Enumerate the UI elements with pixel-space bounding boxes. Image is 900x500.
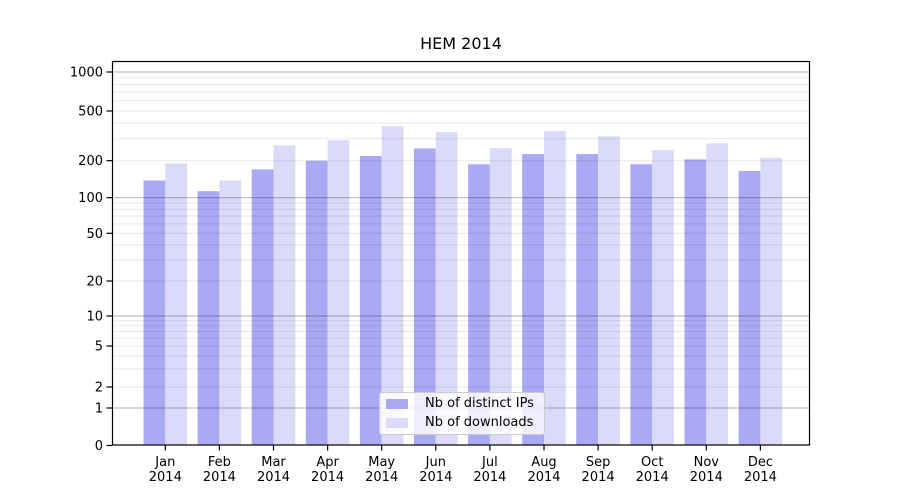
axes-spines — [111, 60, 811, 446]
bar-downloads-nov — [706, 143, 729, 446]
bar-distinct-ips-aug — [522, 154, 544, 446]
ytick-label-5: 5 — [95, 340, 103, 355]
xtick-label-month-apr: Apr — [316, 455, 339, 470]
xtick-label-month-sep: Sep — [586, 455, 611, 470]
xtick-label-year-aug: 2014 — [527, 470, 560, 485]
xtick-label-year-may: 2014 — [365, 470, 398, 485]
bar-distinct-ips-nov — [684, 159, 707, 446]
ytick-label-500: 500 — [78, 105, 103, 120]
xtick-label-year-sep: 2014 — [582, 470, 615, 485]
xtick-label-year-apr: 2014 — [311, 470, 344, 485]
ytick-label-1000: 1000 — [70, 66, 103, 81]
legend: Nb of distinct IPs Nb of downloads — [379, 392, 545, 435]
xtick-label-month-jul: Jul — [481, 455, 498, 470]
bar-distinct-ips-jul — [468, 164, 490, 446]
xtick-label-month-aug: Aug — [531, 455, 556, 470]
bar-downloads-jul — [489, 148, 512, 446]
ytick-label-50: 50 — [86, 227, 103, 242]
bar-distinct-ips-apr — [305, 160, 328, 446]
bar-distinct-ips-jan — [143, 180, 166, 446]
xtick-label-month-jan: Jan — [154, 455, 175, 470]
legend-swatch-downloads — [386, 418, 408, 428]
bar-distinct-ips-feb — [197, 191, 220, 446]
xtick-label-month-nov: Nov — [694, 455, 720, 470]
bar-downloads-may — [381, 126, 404, 446]
legend-swatch-distinct-ips — [386, 399, 408, 409]
bar-downloads-mar — [273, 145, 296, 446]
ytick-label-2: 2 — [95, 381, 103, 396]
xtick-label-month-dec: Dec — [748, 455, 773, 470]
bar-distinct-ips-sep — [576, 154, 599, 446]
xtick-label-month-jun: Jun — [425, 455, 446, 470]
bar-distinct-ips-may — [359, 156, 382, 446]
bar-distinct-ips-mar — [251, 169, 274, 446]
bar-distinct-ips-jun — [414, 148, 436, 446]
bar-distinct-ips-oct — [630, 164, 653, 446]
ytick-label-10: 10 — [86, 310, 103, 325]
xtick-label-month-may: May — [368, 455, 395, 470]
xtick-label-year-oct: 2014 — [636, 470, 669, 485]
legend-row-distinct-ips: Nb of distinct IPs — [386, 397, 538, 411]
xtick-label-month-mar: Mar — [261, 455, 286, 470]
bar-downloads-oct — [652, 150, 674, 446]
bar-downloads-sep — [598, 136, 620, 446]
bar-downloads-apr — [327, 140, 350, 446]
xtick-label-month-feb: Feb — [208, 455, 231, 470]
bar-downloads-dec — [760, 157, 783, 446]
legend-label-distinct-ips: Nb of distinct IPs — [425, 396, 534, 411]
bar-downloads-jan — [165, 163, 188, 446]
ytick-label-100: 100 — [78, 191, 103, 206]
ytick-label-20: 20 — [86, 275, 103, 290]
bar-downloads-aug — [544, 131, 566, 446]
chart-title: HEM 2014 — [420, 34, 502, 53]
xtick-label-year-feb: 2014 — [203, 470, 236, 485]
legend-row-downloads: Nb of downloads — [386, 416, 538, 430]
bar-downloads-jun — [435, 132, 458, 446]
bar-distinct-ips-dec — [738, 171, 761, 446]
ytick-label-0: 0 — [95, 439, 103, 454]
xtick-label-year-jan: 2014 — [149, 470, 182, 485]
xtick-label-year-mar: 2014 — [257, 470, 290, 485]
ytick-label-1: 1 — [95, 402, 103, 417]
xtick-label-month-oct: Oct — [641, 455, 663, 470]
ytick-label-200: 200 — [78, 154, 103, 169]
xtick-label-year-jun: 2014 — [419, 470, 452, 485]
xtick-label-year-nov: 2014 — [690, 470, 723, 485]
xtick-label-year-dec: 2014 — [744, 470, 777, 485]
bar-downloads-feb — [219, 180, 242, 446]
legend-label-downloads: Nb of downloads — [425, 415, 534, 430]
xtick-label-year-jul: 2014 — [473, 470, 506, 485]
